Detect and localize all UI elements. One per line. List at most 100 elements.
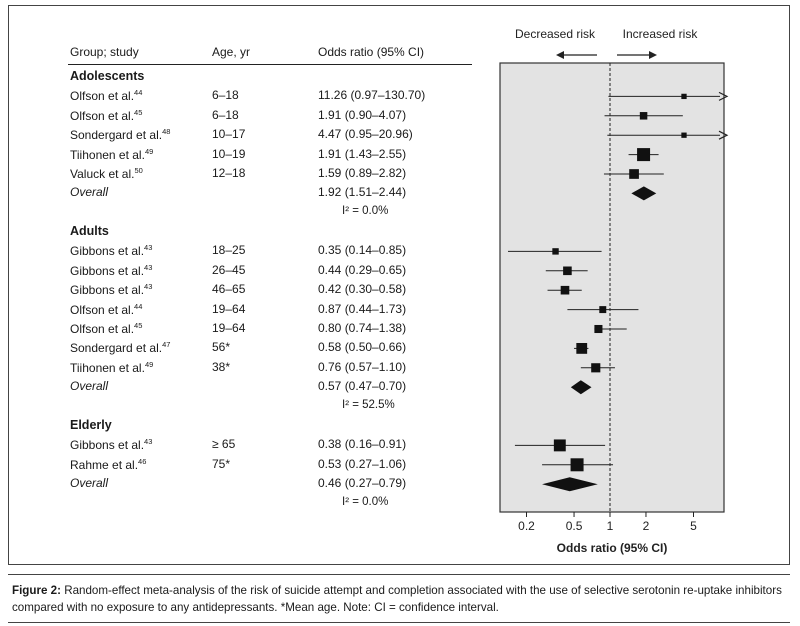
- study-name: Olfson et al.44: [70, 88, 142, 103]
- study-author: Tiihonen et al.: [70, 147, 145, 162]
- caption-top-rule: [8, 574, 790, 575]
- overall-diamond: [631, 186, 657, 201]
- study-age: ≥ 65: [212, 437, 236, 452]
- study-ref: 47: [162, 340, 171, 350]
- x-axis-label: Odds ratio (95% CI): [557, 541, 668, 555]
- point-estimate: [576, 343, 588, 354]
- point-estimate: [560, 285, 570, 295]
- study-odds-ratio: 0.58 (0.50–0.66): [318, 340, 407, 355]
- group-label: Adults: [70, 224, 109, 238]
- study-name: Olfson et al.45: [70, 321, 142, 336]
- study-odds-ratio: 0.87 (0.44–1.73): [318, 301, 407, 316]
- point-estimate: [594, 324, 603, 334]
- study-ref: 43: [144, 282, 153, 292]
- study-name: Sondergard et al.47: [70, 340, 170, 355]
- header-age: Age, yr: [212, 45, 251, 59]
- study-name: Olfson et al.44: [70, 302, 142, 317]
- study-author: Rahme et al.: [70, 457, 139, 472]
- study-ref: 49: [144, 359, 154, 369]
- point-estimate: [599, 306, 607, 314]
- point-estimate: [639, 112, 648, 120]
- caption-text: Random-effect meta-analysis of the risk …: [12, 584, 782, 614]
- study-age: 56*: [212, 340, 231, 355]
- study-odds-ratio: 0.80 (0.74–1.38): [318, 321, 407, 335]
- group-label: Adolescents: [70, 69, 145, 83]
- study-author: Gibbons et al.: [70, 263, 145, 278]
- overall-odds-ratio: 0.57 (0.47–0.70): [318, 379, 407, 394]
- study-ref: 43: [144, 243, 153, 253]
- point-estimate: [553, 439, 566, 452]
- x-tick-label: 1: [607, 519, 614, 533]
- study-odds-ratio: 0.42 (0.30–0.58): [318, 282, 407, 297]
- overall-label: Overall: [70, 476, 109, 491]
- study-name: Gibbons et al.43: [70, 437, 152, 452]
- study-odds-ratio: 0.53 (0.27–1.06): [318, 456, 407, 471]
- study-ref: 46: [138, 456, 147, 466]
- overall-odds-ratio: 0.46 (0.27–0.79): [318, 476, 407, 491]
- study-name: Rahme et al.46: [70, 457, 146, 472]
- overall-diamond: [542, 477, 598, 492]
- x-tick-label: 5: [690, 519, 697, 533]
- heterogeneity-stat: I² = 52.5%: [342, 398, 395, 411]
- plot-panel: [499, 62, 725, 513]
- group-label: Elderly: [70, 418, 112, 432]
- study-age: 6–18: [212, 107, 239, 122]
- study-odds-ratio: 11.26 (0.97–130.70): [318, 88, 426, 103]
- study-ref: 43: [144, 437, 153, 447]
- x-tick-label: 2: [643, 519, 650, 533]
- study-ref: 43: [144, 262, 153, 272]
- header-group-study: Group; study: [70, 45, 139, 59]
- study-age: 10–17: [212, 127, 246, 142]
- overall-diamond: [570, 380, 592, 395]
- x-tick-label: 0.5: [566, 519, 583, 533]
- point-estimate: [637, 148, 651, 162]
- ci-arrow: [718, 91, 729, 101]
- study-name: Sondergard et al.48: [70, 127, 170, 142]
- study-age: 12–18: [212, 166, 246, 180]
- study-author: Gibbons et al.: [70, 283, 145, 298]
- study-age: 18–25: [212, 243, 246, 258]
- point-estimate: [681, 132, 687, 138]
- decreased-arrowhead: [556, 51, 564, 59]
- study-ref: 48: [162, 127, 171, 137]
- header-rule: [68, 64, 472, 65]
- study-odds-ratio: 0.38 (0.16–0.91): [318, 437, 407, 452]
- study-odds-ratio: 4.47 (0.95–20.96): [318, 127, 413, 142]
- study-author: Sondergard et al.: [70, 128, 163, 143]
- study-ref: 45: [134, 107, 143, 117]
- point-estimate: [591, 363, 601, 373]
- study-name: Olfson et al.45: [70, 108, 142, 123]
- study-ref: 44: [134, 88, 143, 98]
- study-age: 10–19: [212, 146, 246, 161]
- overall-label: Overall: [70, 379, 109, 394]
- study-ref: 50: [134, 166, 143, 175]
- study-odds-ratio: 0.35 (0.14–0.85): [318, 243, 407, 258]
- study-odds-ratio: 0.44 (0.29–0.65): [318, 262, 407, 277]
- study-odds-ratio: 1.91 (0.90–4.07): [318, 107, 407, 122]
- study-age: 26–45: [212, 262, 246, 277]
- caption-bottom-rule: [8, 622, 790, 623]
- x-tick-label: 0.2: [518, 519, 535, 533]
- study-age: 19–64: [212, 301, 246, 316]
- study-name: Gibbons et al.43: [70, 243, 152, 258]
- heterogeneity-stat: I² = 0.0%: [342, 495, 389, 508]
- decreased-risk-label: Decreased risk: [515, 27, 596, 41]
- point-estimate: [552, 248, 559, 255]
- study-odds-ratio: 1.91 (1.43–2.55): [318, 146, 407, 161]
- ci-arrow: [718, 130, 729, 140]
- header-odds-ratio: Odds ratio (95% CI): [318, 45, 425, 59]
- study-age: 6–18: [212, 88, 239, 103]
- study-odds-ratio: 1.59 (0.89–2.82): [318, 166, 407, 180]
- increased-risk-label: Increased risk: [623, 27, 699, 41]
- forest-plot: Decreased risk Increased risk 0.2 0.5 1 2 5 Odd…: [499, 27, 729, 555]
- study-author: Gibbons et al.: [70, 244, 145, 259]
- overall-odds-ratio: 1.92 (1.51–2.44): [318, 185, 407, 200]
- study-ref: 45: [134, 321, 143, 330]
- figure-caption: Figure 2: Random-effect meta-analysis of…: [12, 582, 784, 616]
- increased-arrowhead: [649, 51, 657, 59]
- point-estimate: [629, 169, 639, 179]
- study-age: 46–65: [212, 282, 246, 297]
- study-age: 19–64: [212, 321, 246, 335]
- study-name: Gibbons et al.43: [70, 263, 152, 278]
- figure-frame: [8, 5, 790, 565]
